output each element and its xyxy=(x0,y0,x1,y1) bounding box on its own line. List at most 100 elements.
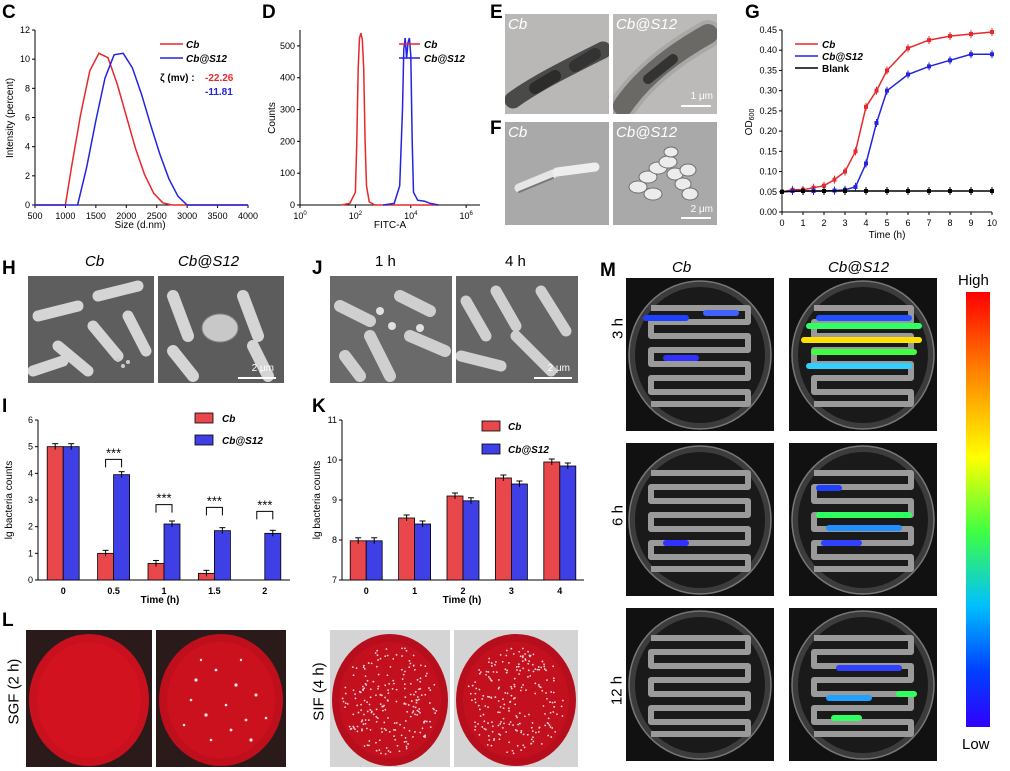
m-row-3h: 3 h xyxy=(609,318,627,339)
colony-dot xyxy=(550,736,553,738)
colony-dot xyxy=(404,720,407,722)
sem-f-cb-image: Cb xyxy=(505,122,609,225)
colony-dot xyxy=(380,752,382,755)
colony-dot xyxy=(536,668,539,671)
colony-dot xyxy=(405,740,408,743)
colony-dot xyxy=(401,655,403,657)
colony-dot xyxy=(498,711,501,714)
colony-dot xyxy=(376,717,379,719)
k-bar xyxy=(494,477,512,581)
colony-dot xyxy=(500,720,502,723)
colony-dot xyxy=(511,749,514,752)
m-img-s12-3h xyxy=(789,278,937,431)
g-xtick-label: 7 xyxy=(926,218,931,228)
colony-dot xyxy=(403,683,406,686)
colony-dot xyxy=(404,696,407,699)
j-scale-label: 2 μm xyxy=(547,363,570,374)
d-series-cb xyxy=(341,32,439,206)
i-ytick-label: 3 xyxy=(28,495,33,505)
colony-dot xyxy=(477,722,479,725)
colony-dot xyxy=(387,689,390,692)
g-legend-cb: Cb xyxy=(822,40,835,51)
colony-dot xyxy=(521,660,524,663)
g-xtick-label: 1 xyxy=(800,218,805,228)
colony-dot xyxy=(395,700,398,703)
colony-dot xyxy=(375,720,378,723)
colony-dot xyxy=(377,673,380,676)
colony-dot xyxy=(477,704,480,707)
colony-dot xyxy=(352,674,355,677)
d-legend-cb: Cb xyxy=(424,40,437,51)
colony-dot xyxy=(369,688,372,691)
colony-dot xyxy=(398,750,401,753)
colony-dot xyxy=(420,694,423,697)
colony-dot xyxy=(396,744,399,747)
m-row-3h-box: 3 h xyxy=(604,310,627,350)
g-xtick-label: 0 xyxy=(779,218,784,228)
colony-dot xyxy=(549,726,552,728)
colony-dot xyxy=(510,694,513,697)
g-ytick-label: 0.25 xyxy=(759,106,777,116)
colony-dot xyxy=(379,657,382,660)
colony-dot xyxy=(409,682,412,685)
colony-dot xyxy=(505,671,508,674)
colony-dot xyxy=(428,702,431,704)
colony-dot xyxy=(527,662,530,665)
colony-dot xyxy=(523,746,526,749)
colony-dot xyxy=(408,729,411,732)
g-ytick-label: 0.30 xyxy=(759,86,777,96)
g-ylabel: OD600 xyxy=(744,109,756,136)
colony-dot xyxy=(502,707,505,710)
colony-dot xyxy=(552,691,555,694)
colony-dot xyxy=(412,710,415,713)
k-ytick-label: 11 xyxy=(328,415,337,425)
colony-dot xyxy=(522,655,524,657)
c-xtick-label: 4000 xyxy=(238,211,258,221)
c-xtick-label: 2000 xyxy=(116,211,136,221)
colony-dot xyxy=(363,699,366,702)
colony-dot xyxy=(404,647,406,650)
colony-dot xyxy=(416,678,419,681)
colony-dot xyxy=(516,716,518,719)
colony-dot xyxy=(546,697,548,700)
colony-dot xyxy=(474,728,476,731)
colony-dot xyxy=(368,744,370,747)
colony-dot xyxy=(510,647,513,650)
m-intestine xyxy=(648,635,751,737)
colony-dot xyxy=(541,660,544,663)
i-xtick-label: 1.5 xyxy=(208,586,221,596)
c-xtick-label: 3000 xyxy=(177,211,197,221)
c-ytick-label: 4 xyxy=(25,142,30,152)
k-legend-cb: Cb xyxy=(508,422,521,433)
colony-dot xyxy=(523,715,526,718)
colony-dot xyxy=(506,751,509,754)
colony-dot xyxy=(508,661,510,664)
colony-dot xyxy=(379,703,382,706)
colony-dot xyxy=(549,701,551,703)
i-ytick-label: 1 xyxy=(28,548,33,558)
g-xtick-label: 9 xyxy=(968,218,973,228)
colony-dot xyxy=(399,723,401,726)
panel-letter-i: I xyxy=(2,396,8,417)
c-xtick-label: 1000 xyxy=(55,211,75,221)
colony-dot xyxy=(522,733,525,736)
colony-dot xyxy=(412,664,415,667)
i-bar xyxy=(213,530,231,581)
colony-dot xyxy=(366,744,369,747)
colony-dot xyxy=(481,726,484,728)
colony-dot xyxy=(519,655,522,658)
tem-s12-label: Cb@S12 xyxy=(616,16,678,33)
g-ytick-label: 0.20 xyxy=(759,126,777,136)
colony-dot xyxy=(354,693,356,696)
colorbar-low: Low xyxy=(962,736,990,753)
colony-dot xyxy=(378,739,381,742)
colony-dot xyxy=(433,683,436,686)
colony-dot xyxy=(552,665,555,668)
i-bar xyxy=(264,532,282,581)
colony-dot xyxy=(486,744,489,746)
colony-dot xyxy=(384,708,387,711)
colony-dot xyxy=(415,701,418,704)
colony-dot xyxy=(355,667,358,670)
colony-dot xyxy=(364,682,367,685)
colony-dot xyxy=(545,669,547,672)
